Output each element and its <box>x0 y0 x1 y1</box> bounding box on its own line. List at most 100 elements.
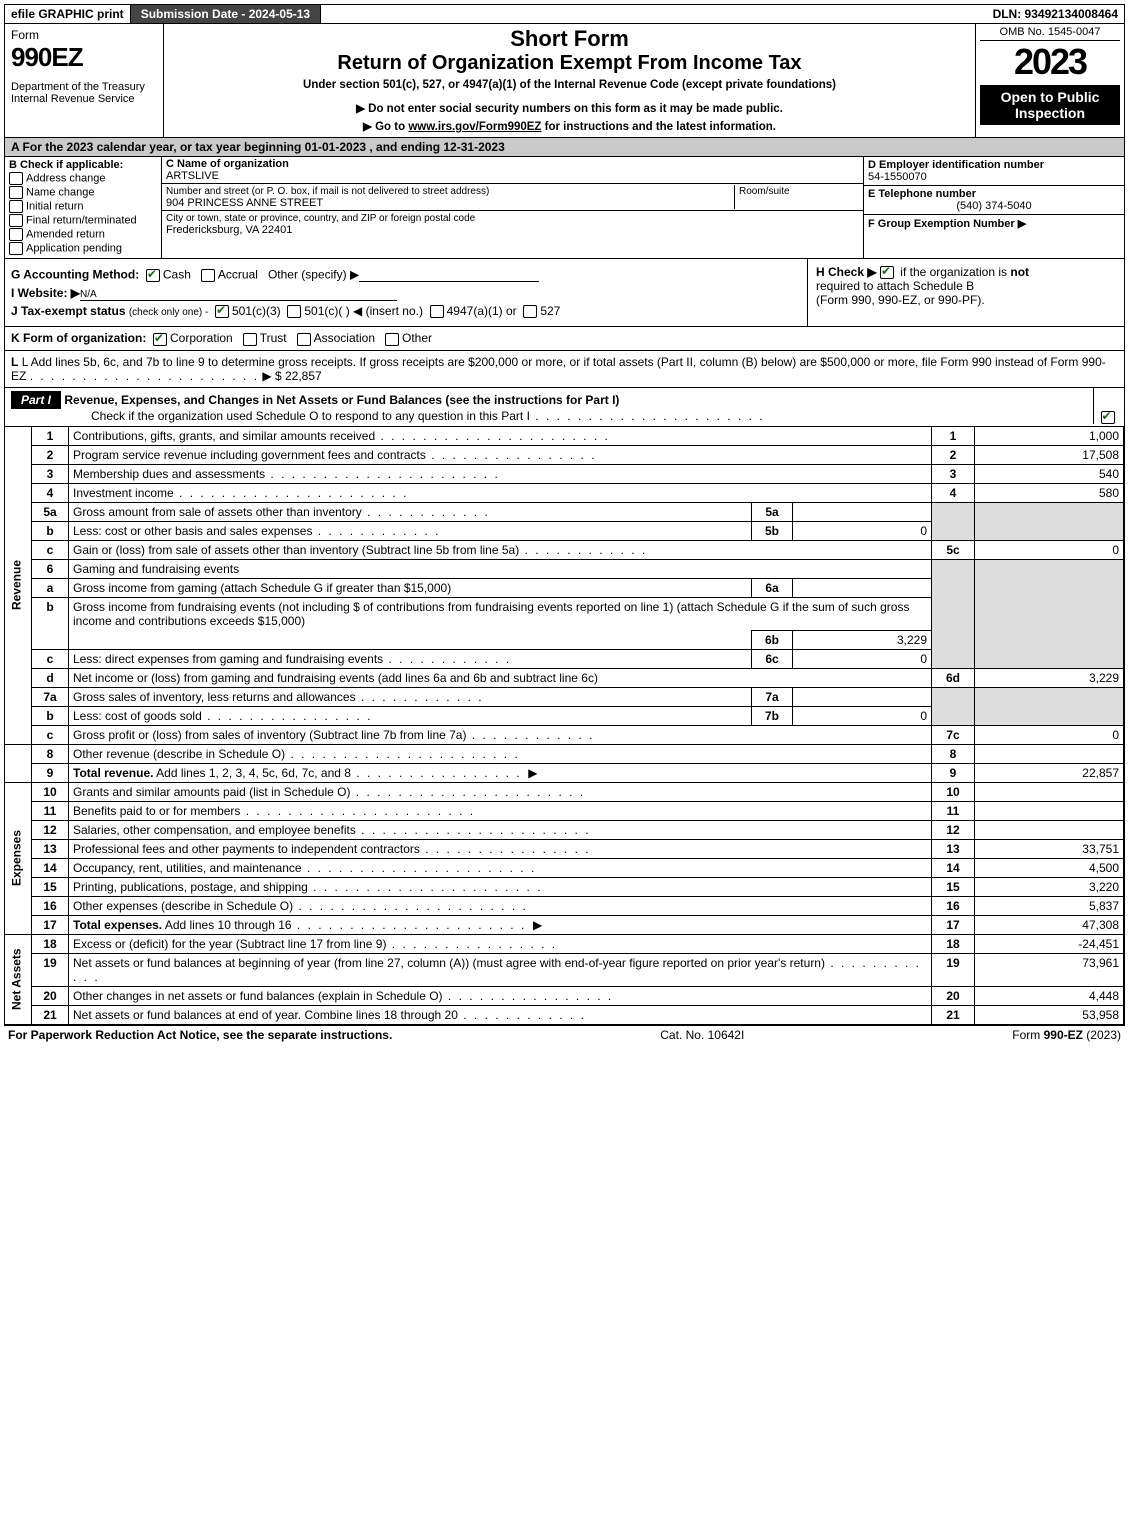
line-10-col: 10 <box>932 782 975 801</box>
tax-year: 2023 <box>980 41 1120 83</box>
line-7c-val: 0 <box>975 725 1124 744</box>
line-7a-inner: 7a <box>752 687 793 706</box>
lbl-other-method: Other (specify) ▶ <box>268 268 359 282</box>
lines-table: Revenue 1 Contributions, gifts, grants, … <box>5 426 1124 1025</box>
k-lbl: K Form of organization: <box>11 331 146 345</box>
h-lbl: H Check ▶ <box>816 265 877 279</box>
row-l: L L Add lines 5b, 6c, and 7b to line 9 t… <box>5 350 1124 387</box>
line-6d-val: 3,229 <box>975 668 1124 687</box>
h-text2: if the organization is <box>900 265 1007 279</box>
line-6b-inner: 6b <box>752 630 793 649</box>
form-label: Form <box>11 28 159 42</box>
line-19-no: 19 <box>32 953 69 986</box>
lbl-trust: Trust <box>260 331 287 345</box>
line-7a-no: 7a <box>32 687 69 706</box>
chk-other-org[interactable] <box>385 333 399 346</box>
chk-application-pending[interactable] <box>9 242 23 255</box>
line-7b-ival: 0 <box>793 706 932 725</box>
irs-link[interactable]: www.irs.gov/Form990EZ <box>408 121 541 133</box>
form-header: Form 990EZ Department of the Treasury In… <box>5 24 1124 137</box>
line-1-val: 1,000 <box>975 426 1124 445</box>
line-5a-no: 5a <box>32 502 69 521</box>
form-number: 990EZ <box>11 42 159 73</box>
section-bcdef: B Check if applicable: Address change Na… <box>5 156 1124 258</box>
line-6b-ival: 3,229 <box>793 630 932 649</box>
line-17-val: 47,308 <box>975 915 1124 934</box>
line-5b-ival: 0 <box>793 521 932 540</box>
h-not: not <box>1010 265 1029 279</box>
h-text4: (Form 990, 990-EZ, or 990-PF). <box>816 293 985 307</box>
row-k: K Form of organization: Corporation Trus… <box>5 326 1124 349</box>
line-15-no: 15 <box>32 877 69 896</box>
c-room-lbl: Room/suite <box>739 186 790 197</box>
line-6b-no: b <box>32 597 69 649</box>
chk-name-change[interactable] <box>9 186 23 199</box>
line-5a-ival <box>793 502 932 521</box>
footer-right: Form 990-EZ (2023) <box>1012 1028 1121 1042</box>
line-18-val: -24,451 <box>975 934 1124 953</box>
chk-association[interactable] <box>297 333 311 346</box>
line-18-no: 18 <box>32 934 69 953</box>
line-1-no: 1 <box>32 426 69 445</box>
line-5b-no: b <box>32 521 69 540</box>
other-method-input[interactable] <box>359 267 539 282</box>
chk-4947[interactable] <box>430 305 444 318</box>
line-12-desc: Salaries, other compensation, and employ… <box>73 823 356 837</box>
e-lbl: E Telephone number <box>868 188 976 200</box>
line-16-no: 16 <box>32 896 69 915</box>
return-title: Return of Organization Exempt From Incom… <box>170 52 969 75</box>
chk-h[interactable] <box>880 266 894 279</box>
line-8-no: 8 <box>32 744 69 763</box>
line-21-no: 21 <box>32 1005 69 1024</box>
chk-501c3[interactable] <box>215 305 229 318</box>
chk-accrual[interactable] <box>201 269 215 282</box>
chk-cash[interactable] <box>146 269 160 282</box>
lbl-cash: Cash <box>163 268 191 282</box>
line-5a-inner: 5a <box>752 502 793 521</box>
line-4-col: 4 <box>932 483 975 502</box>
line-6a-desc: Gross income from gaming (attach Schedul… <box>73 581 451 595</box>
chk-527[interactable] <box>523 305 537 318</box>
line-3-desc: Membership dues and assessments <box>73 467 265 481</box>
chk-schedule-o[interactable] <box>1101 411 1115 424</box>
line-16-desc: Other expenses (describe in Schedule O) <box>73 899 293 913</box>
line-8-val <box>975 744 1124 763</box>
line-6-desc: Gaming and fundraising events <box>73 562 239 576</box>
line-6c-ival: 0 <box>793 649 932 668</box>
telephone: (540) 374-5040 <box>868 200 1120 212</box>
box-b-title: B Check if applicable: <box>9 159 157 171</box>
chk-initial-return[interactable] <box>9 200 23 213</box>
omb-number: OMB No. 1545-0047 <box>980 26 1120 41</box>
row-i: I Website: ▶N/A <box>11 286 801 300</box>
section-ghij: G Accounting Method: Cash Accrual Other … <box>5 258 1124 326</box>
line-11-no: 11 <box>32 801 69 820</box>
line-15-val: 3,220 <box>975 877 1124 896</box>
chk-amended[interactable] <box>9 228 23 241</box>
line-2-desc: Program service revenue including govern… <box>73 448 426 462</box>
row-g: G Accounting Method: Cash Accrual Other … <box>11 267 801 282</box>
line-20-no: 20 <box>32 986 69 1005</box>
box-b: B Check if applicable: Address change Na… <box>5 157 162 258</box>
chk-corporation[interactable] <box>153 333 167 346</box>
line-5c-no: c <box>32 540 69 559</box>
footer-left: For Paperwork Reduction Act Notice, see … <box>8 1028 392 1042</box>
lbl-accrual: Accrual <box>218 268 258 282</box>
line-5b-inner: 5b <box>752 521 793 540</box>
footer-cat: Cat. No. 10642I <box>660 1028 744 1042</box>
chk-final-return[interactable] <box>9 214 23 227</box>
row-a-tax-year: A For the 2023 calendar year, or tax yea… <box>5 137 1124 156</box>
c-name-lbl: C Name of organization <box>166 158 289 170</box>
chk-501c[interactable] <box>287 305 301 318</box>
line-7b-desc: Less: cost of goods sold <box>73 709 202 723</box>
line-5a-desc: Gross amount from sale of assets other t… <box>73 505 362 519</box>
line-7c-col: 7c <box>932 725 975 744</box>
line-1-desc: Contributions, gifts, grants, and simila… <box>73 429 375 443</box>
part1-label: Part I <box>11 391 61 409</box>
line-14-col: 14 <box>932 858 975 877</box>
chk-address-change[interactable] <box>9 172 23 185</box>
lbl-final-return: Final return/terminated <box>26 214 137 226</box>
chk-trust[interactable] <box>243 333 257 346</box>
line-9-val: 22,857 <box>975 763 1124 782</box>
efile-label[interactable]: efile GRAPHIC print <box>5 5 131 23</box>
h-text3: required to attach Schedule B <box>816 279 974 293</box>
